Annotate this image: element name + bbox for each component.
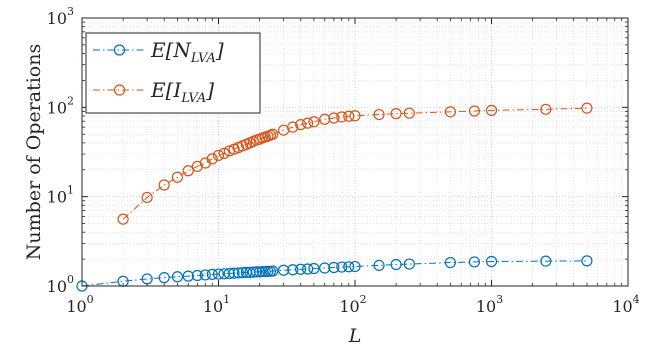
legend-entry-1: E[ILVA] [93,78,214,106]
data-point [287,264,299,276]
y-tick-label: 100 [47,273,74,296]
x-tick-label: 101 [203,293,230,316]
data-point [328,261,340,274]
data-point [444,256,457,269]
data-point [158,272,170,284]
data-point [267,265,279,277]
data-point [182,165,194,177]
series-0 [76,255,593,292]
data-point [403,258,415,270]
series-1 [117,102,593,225]
data-point [581,102,593,114]
y-tick-label: 101 [47,184,74,207]
y-tick-label: 102 [47,94,74,117]
tick-labels: 100 101 102 103 104 100 101 102 103 [47,5,640,316]
data-point [228,267,240,279]
data-point [343,261,355,273]
data-point [278,264,290,276]
data-point [295,263,307,275]
legend-box [85,32,261,114]
data-point [540,103,552,115]
x-tick-label: 103 [476,293,503,316]
data-point [540,255,552,267]
data-point [349,260,361,273]
y-tick-label: 103 [47,5,74,28]
data-point [250,266,263,278]
data-point [308,262,320,275]
data-point [212,149,225,161]
data-point [336,261,348,273]
data-point [267,128,279,140]
axis-ticks [81,17,629,287]
data-point [302,263,314,275]
data-point [390,258,402,271]
data-point [295,119,307,131]
data-point [403,107,415,119]
series-line-1 [122,107,587,220]
x-axis-label: L [348,325,362,347]
data-point [287,121,299,133]
data-point [373,259,385,272]
data-point [171,171,184,183]
data-point [444,106,457,118]
data-point [302,117,314,129]
y-axis-label: Number of Operations [23,44,45,260]
data-point [117,213,129,225]
series-layer [76,102,593,292]
data-point [212,268,225,280]
data-point [247,266,259,278]
data-point [581,255,593,267]
data-point [468,256,481,268]
x-tick-label: 104 [612,293,639,316]
data-point [343,110,355,122]
legend-marker-0 [113,44,126,56]
legend-label-0: E[NLVA] [150,38,224,66]
data-point [485,255,498,268]
data-point [390,108,402,120]
data-point [158,179,170,191]
data-point [206,268,218,280]
data-point [191,269,203,282]
data-point [336,111,348,123]
data-point [349,110,361,122]
data-point [141,191,153,204]
legend-label-1: E[ILVA] [150,78,214,106]
data-point [308,116,320,128]
data-point [182,270,194,282]
data-point [218,147,230,159]
data-point [319,113,331,125]
data-point [223,267,235,280]
legend-entry-0: E[NLVA] [93,38,224,66]
legend-marker-1 [113,84,126,96]
data-point [206,153,218,165]
data-point [373,108,385,121]
data-point [236,267,249,279]
data-point [485,104,498,116]
data-point [319,262,331,274]
legend: E[NLVA] E[ILVA] [85,32,261,114]
data-point [232,267,245,279]
data-point [171,271,184,283]
x-tick-label: 102 [339,293,366,316]
data-point [328,112,340,124]
x-tick-label: 100 [66,293,93,316]
data-point [199,269,211,281]
data-point [468,105,481,117]
